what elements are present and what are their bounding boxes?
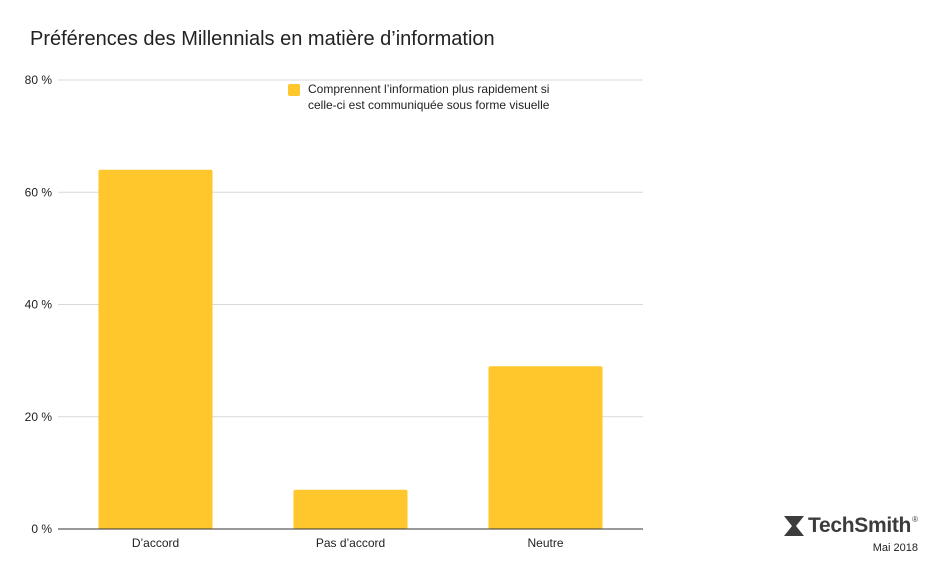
y-tick-label: 0 % [31, 522, 52, 536]
bars [98, 169, 603, 530]
legend: Comprennent l’information plus rapidemen… [288, 81, 564, 113]
brand-registered-mark: ® [912, 514, 918, 524]
y-tick-label: 40 % [25, 298, 53, 312]
bar [98, 169, 213, 530]
chart-title: Préférences des Millennials en matière d… [30, 28, 495, 50]
x-tick-label: D’accord [132, 536, 179, 550]
y-tick-label: 20 % [25, 410, 53, 424]
bar [488, 366, 603, 529]
legend-swatch [288, 84, 300, 96]
y-tick-label: 60 % [25, 185, 53, 199]
legend-label: Comprennent l’information plus rapidemen… [308, 82, 550, 112]
brand-name: TechSmith [808, 514, 912, 537]
x-tick-label: Neutre [527, 536, 563, 550]
axes: 0 % 20 % 40 % 60 % 80 % D’accord Pas d’accord N… [25, 73, 643, 550]
y-tick-label: 80 % [25, 73, 53, 87]
x-tick-label: Pas d’accord [316, 536, 385, 550]
techsmith-logo-icon [784, 516, 804, 536]
brand-block: TechSmith ® Mai 2018 [784, 514, 918, 554]
brand-date: Mai 2018 [872, 542, 918, 554]
bar [293, 489, 408, 529]
